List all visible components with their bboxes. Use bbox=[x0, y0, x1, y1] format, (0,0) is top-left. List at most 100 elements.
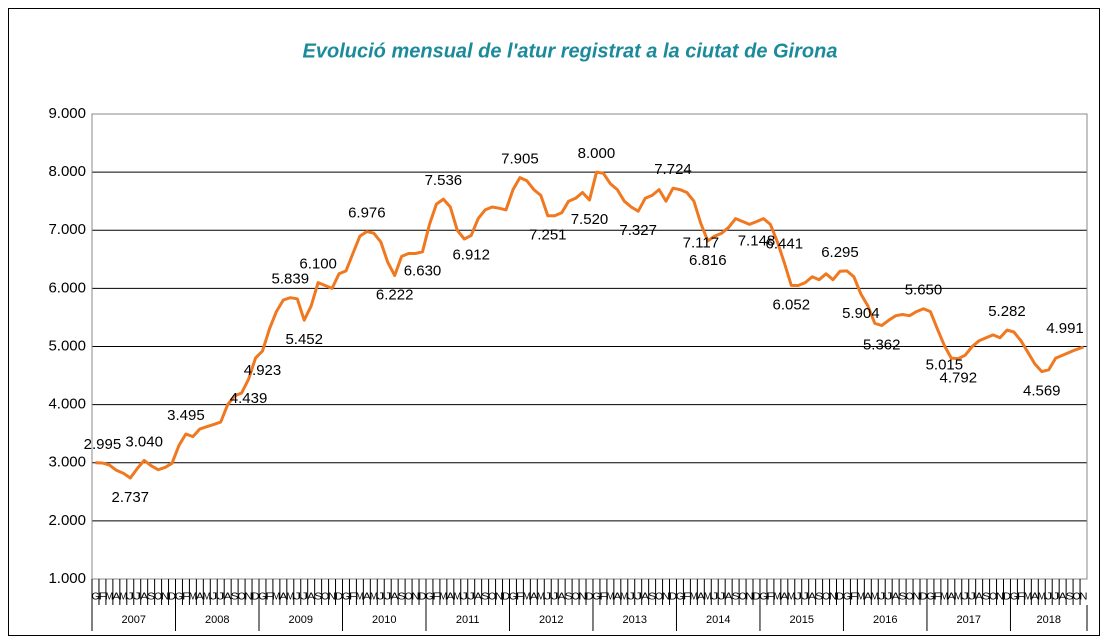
x-tick-label: A bbox=[1031, 592, 1039, 603]
x-tick-label: D bbox=[669, 592, 677, 603]
x-tick-label: M bbox=[453, 592, 461, 603]
x-tick-label: M bbox=[439, 592, 447, 603]
x-tick-label: O bbox=[238, 592, 246, 603]
x-tick-label: J bbox=[210, 592, 218, 603]
x-tick-label: N bbox=[328, 592, 336, 603]
x-tick-label: G bbox=[843, 592, 851, 603]
x-tick-label: J bbox=[1052, 592, 1060, 603]
y-tick-label: 6.000 bbox=[48, 279, 86, 296]
year-label: 2011 bbox=[456, 614, 480, 626]
x-tick-label: A bbox=[112, 592, 120, 603]
x-tick-label: M bbox=[203, 592, 211, 603]
data-label: 7.536 bbox=[425, 172, 463, 189]
x-tick-label: D bbox=[836, 592, 844, 603]
x-tick-label: D bbox=[168, 592, 176, 603]
x-tick-label: M bbox=[704, 592, 712, 603]
data-label: 5.904 bbox=[842, 305, 880, 322]
x-tick-label: F bbox=[766, 592, 774, 603]
x-tick-label: A bbox=[892, 592, 900, 603]
x-tick-label: J bbox=[878, 592, 886, 603]
year-label: 2015 bbox=[789, 614, 813, 626]
data-label: 6.441 bbox=[766, 236, 804, 253]
y-tick-label: 2.000 bbox=[48, 512, 86, 529]
x-tick-label: D bbox=[335, 592, 343, 603]
x-tick-label: S bbox=[1066, 592, 1074, 603]
x-tick-label: F bbox=[933, 592, 941, 603]
y-tick-label: 9.000 bbox=[48, 105, 86, 122]
x-tick-label: N bbox=[913, 592, 921, 603]
x-tick-label: G bbox=[926, 592, 934, 603]
x-tick-label: F bbox=[182, 592, 190, 603]
x-tick-label: J bbox=[217, 592, 225, 603]
x-tick-label: A bbox=[391, 592, 399, 603]
x-tick-label: S bbox=[481, 592, 489, 603]
y-tick-label: 4.000 bbox=[48, 396, 86, 413]
x-tick-label: J bbox=[718, 592, 726, 603]
data-label: 6.222 bbox=[376, 286, 414, 303]
x-tick-label: J bbox=[467, 592, 475, 603]
x-tick-label: D bbox=[753, 592, 761, 603]
x-tick-label: J bbox=[1045, 592, 1053, 603]
year-label: 2018 bbox=[1036, 614, 1060, 626]
x-tick-label: M bbox=[787, 592, 795, 603]
data-label: 4.439 bbox=[230, 390, 268, 407]
x-tick-label: J bbox=[885, 592, 893, 603]
x-tick-label: F bbox=[516, 592, 524, 603]
year-label: 2010 bbox=[372, 614, 396, 626]
x-tick-label: N bbox=[746, 592, 754, 603]
x-tick-label: O bbox=[154, 592, 162, 603]
x-tick-label: J bbox=[961, 592, 969, 603]
year-label: 2012 bbox=[539, 614, 563, 626]
data-label: 7.327 bbox=[619, 222, 657, 239]
x-tick-label: S bbox=[899, 592, 907, 603]
data-label: 7.117 bbox=[683, 234, 719, 251]
x-tick-label: M bbox=[1038, 592, 1046, 603]
data-label: 5.452 bbox=[285, 331, 323, 348]
x-tick-label: A bbox=[474, 592, 482, 603]
x-tick-label: G bbox=[509, 592, 517, 603]
x-tick-label: O bbox=[906, 592, 914, 603]
data-label: 6.912 bbox=[452, 246, 490, 263]
x-tick-label: N bbox=[495, 592, 503, 603]
x-tick-label: F bbox=[683, 592, 691, 603]
x-tick-label: M bbox=[286, 592, 294, 603]
data-label: 6.100 bbox=[299, 256, 337, 273]
x-tick-label: S bbox=[815, 592, 823, 603]
x-tick-label: A bbox=[947, 592, 955, 603]
x-tick-label: S bbox=[147, 592, 155, 603]
x-tick-label: O bbox=[405, 592, 413, 603]
year-label: 2007 bbox=[122, 614, 146, 626]
x-tick-label: M bbox=[857, 592, 865, 603]
x-tick-label: J bbox=[300, 592, 308, 603]
x-tick-label: M bbox=[189, 592, 197, 603]
x-tick-label: M bbox=[940, 592, 948, 603]
chart-title: Evolució mensual de l'atur registrat a l… bbox=[303, 40, 838, 62]
data-label: 3.040 bbox=[125, 433, 163, 450]
x-tick-label: A bbox=[363, 592, 371, 603]
data-label: 7.520 bbox=[571, 211, 609, 228]
data-label: 6.295 bbox=[821, 244, 859, 261]
x-tick-label: M bbox=[620, 592, 628, 603]
data-label: 7.251 bbox=[529, 227, 567, 244]
x-tick-label: O bbox=[739, 592, 747, 603]
x-tick-label: F bbox=[432, 592, 440, 603]
x-tick-label: J bbox=[968, 592, 976, 603]
x-tick-label: J bbox=[634, 592, 642, 603]
y-tick-label: 7.000 bbox=[48, 221, 86, 238]
data-label: 7.148 bbox=[738, 233, 776, 250]
data-label: 7.905 bbox=[501, 151, 539, 168]
data-label: 4.991 bbox=[1046, 320, 1084, 337]
x-tick-label: S bbox=[565, 592, 573, 603]
data-label: 6.816 bbox=[689, 252, 727, 269]
x-tick-label: O bbox=[822, 592, 830, 603]
x-tick-label: N bbox=[161, 592, 169, 603]
x-tick-label: M bbox=[537, 592, 545, 603]
x-tick-label: J bbox=[377, 592, 385, 603]
data-label: 4.792 bbox=[940, 370, 978, 387]
x-tick-label: D bbox=[1003, 592, 1011, 603]
x-tick-label: G bbox=[92, 592, 100, 603]
data-label: 6.052 bbox=[773, 296, 811, 313]
x-tick-label: A bbox=[196, 592, 204, 603]
x-tick-label: A bbox=[641, 592, 649, 603]
x-tick-label: A bbox=[1059, 592, 1067, 603]
